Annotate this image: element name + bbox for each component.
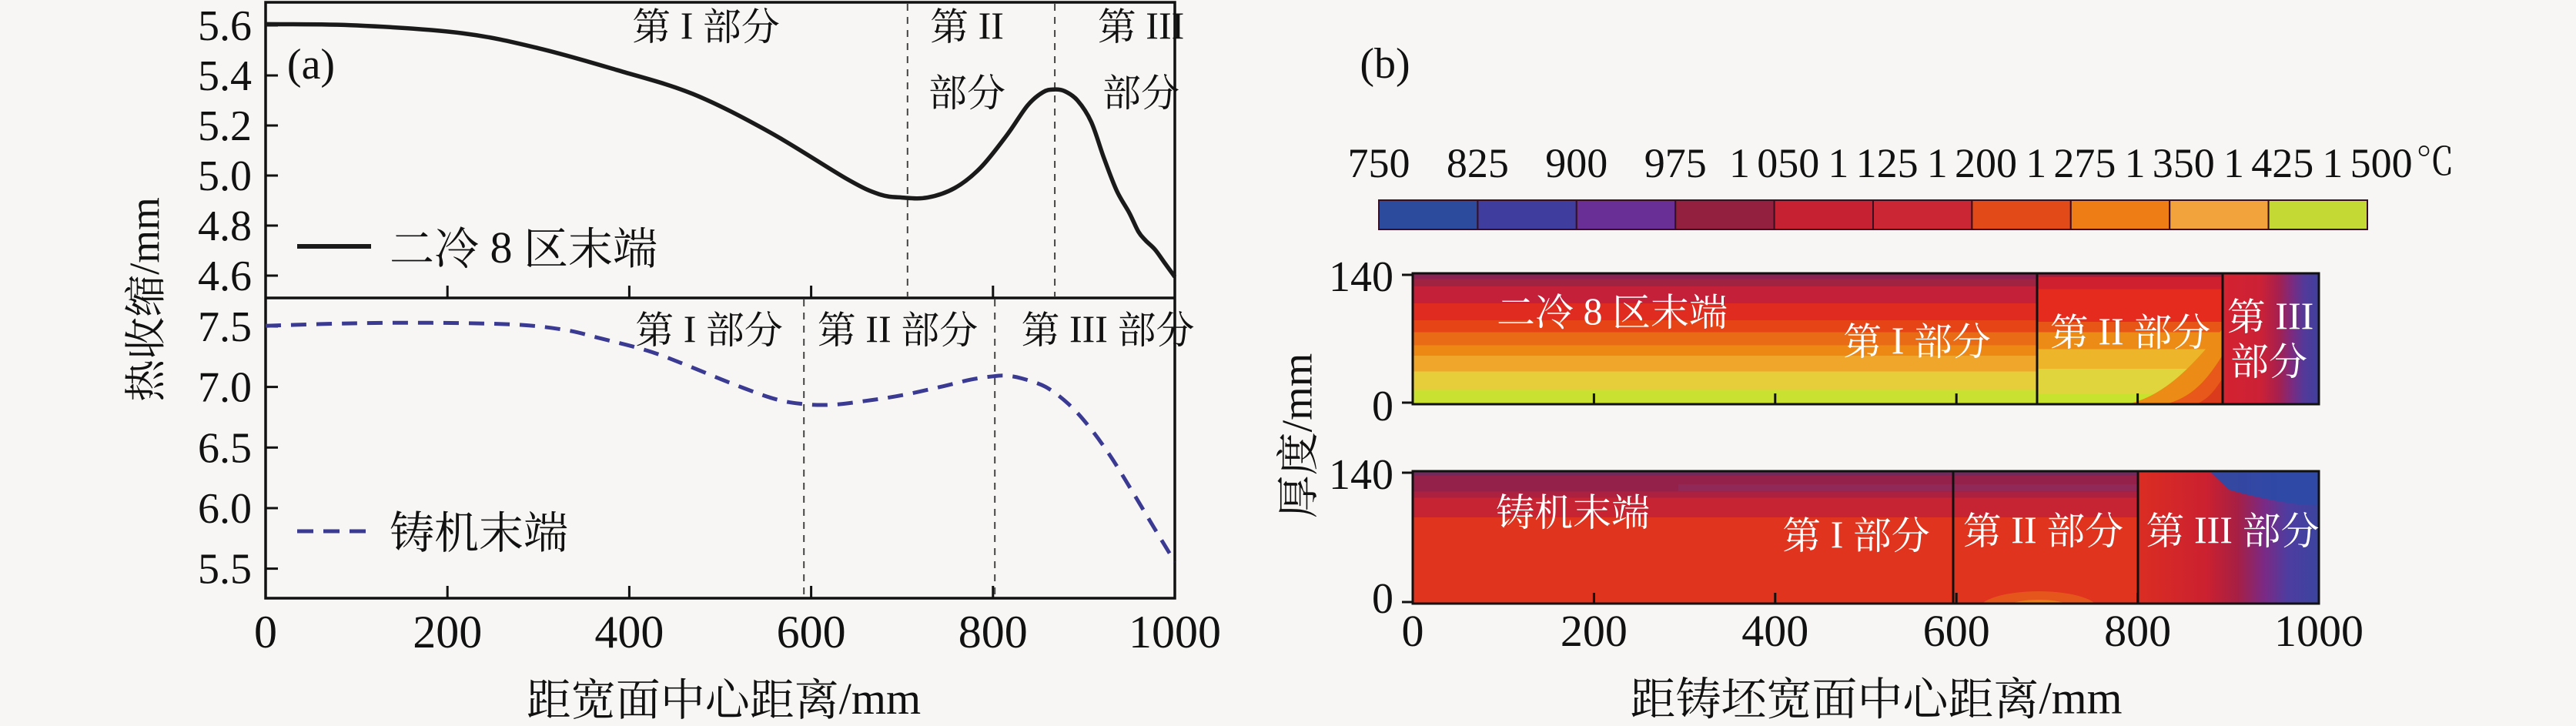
svg-text:8: 8 xyxy=(1574,289,1612,333)
svg-text:6.5: 6.5 xyxy=(198,424,252,472)
svg-text:/mm: /mm xyxy=(1273,353,1321,433)
svg-text:200: 200 xyxy=(1955,140,2017,186)
svg-text:800: 800 xyxy=(2104,606,2171,656)
svg-text:I: I xyxy=(671,4,703,47)
svg-text:1: 1 xyxy=(2026,140,2046,186)
svg-text:7.5: 7.5 xyxy=(198,303,252,351)
svg-text:400: 400 xyxy=(594,607,664,657)
svg-text:5.4: 5.4 xyxy=(198,52,252,100)
svg-text:140: 140 xyxy=(1329,451,1393,499)
svg-text:7.0: 7.0 xyxy=(198,364,252,412)
svg-text:1: 1 xyxy=(2322,140,2343,186)
svg-text:1: 1 xyxy=(1729,140,1750,186)
svg-text:8: 8 xyxy=(479,222,524,273)
svg-text:(b): (b) xyxy=(1360,40,1410,88)
svg-text:800: 800 xyxy=(958,607,1028,657)
svg-text:1: 1 xyxy=(1828,140,1848,186)
svg-text:II: II xyxy=(969,4,1004,47)
svg-text:0: 0 xyxy=(1372,575,1393,623)
svg-text:II: II xyxy=(2089,309,2133,353)
svg-text:/mm: /mm xyxy=(121,197,168,275)
svg-text:0: 0 xyxy=(254,607,277,657)
svg-text:III: III xyxy=(1136,4,1184,47)
svg-text:1: 1 xyxy=(2223,140,2244,186)
svg-text:500: 500 xyxy=(2350,140,2413,186)
svg-text:125: 125 xyxy=(1856,140,1919,186)
svg-text:600: 600 xyxy=(1923,606,1990,656)
svg-text:1: 1 xyxy=(2125,140,2146,186)
svg-text:825: 825 xyxy=(1447,140,1509,186)
svg-text:II: II xyxy=(2002,508,2046,551)
svg-text:0: 0 xyxy=(1402,606,1424,656)
svg-text:425: 425 xyxy=(2251,140,2313,186)
svg-text:050: 050 xyxy=(1757,140,1819,186)
svg-text:I: I xyxy=(674,307,706,350)
svg-text:5.6: 5.6 xyxy=(198,2,252,50)
svg-text:II: II xyxy=(856,307,901,350)
svg-text:4.6: 4.6 xyxy=(198,253,252,300)
svg-text:5.5: 5.5 xyxy=(198,546,252,594)
svg-text:5.0: 5.0 xyxy=(198,152,252,200)
svg-text:200: 200 xyxy=(413,607,482,657)
svg-text:5.2: 5.2 xyxy=(198,102,252,150)
svg-text:6.0: 6.0 xyxy=(198,485,252,533)
svg-text:900: 900 xyxy=(1545,140,1607,186)
svg-text:/mm: /mm xyxy=(2039,672,2122,723)
svg-text:/mm: /mm xyxy=(839,674,921,724)
svg-text:200: 200 xyxy=(1561,606,1628,656)
svg-text:1: 1 xyxy=(1927,140,1948,186)
svg-text:III: III xyxy=(1060,307,1118,350)
svg-text:1000: 1000 xyxy=(2274,606,2364,656)
svg-text:I: I xyxy=(1882,319,1914,362)
svg-text:750: 750 xyxy=(1348,140,1410,186)
svg-text:140: 140 xyxy=(1329,253,1393,301)
svg-text:III: III xyxy=(2185,508,2243,551)
svg-text:0: 0 xyxy=(1372,383,1393,430)
svg-text:400: 400 xyxy=(1741,606,1808,656)
svg-text:600: 600 xyxy=(777,607,846,657)
svg-text:III: III xyxy=(2266,294,2313,337)
svg-text:975: 975 xyxy=(1644,140,1707,186)
svg-text:(a): (a) xyxy=(287,41,335,89)
svg-text:275: 275 xyxy=(2053,140,2116,186)
svg-text:I: I xyxy=(1821,513,1853,556)
svg-text:350: 350 xyxy=(2153,140,2215,186)
svg-text:1000: 1000 xyxy=(1129,607,1221,657)
svg-text:4.8: 4.8 xyxy=(198,202,252,250)
